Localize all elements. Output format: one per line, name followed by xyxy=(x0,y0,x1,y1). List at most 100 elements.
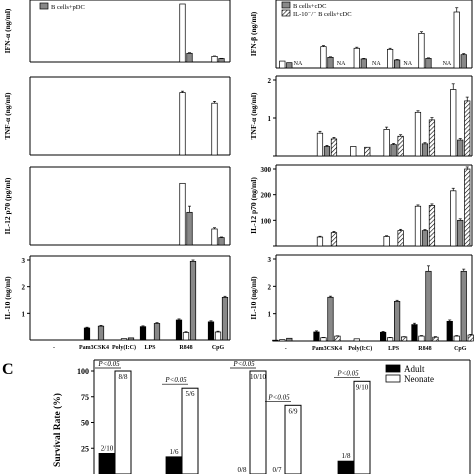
bar xyxy=(127,337,135,341)
y-tick-label: 1 xyxy=(22,310,26,318)
p-value-label: P<0.05 xyxy=(232,360,255,368)
y-tick-label: 3 xyxy=(22,257,26,265)
y-axis-label: IFN-α (ng/ml) xyxy=(3,8,12,53)
y-tick-label: 2 xyxy=(268,77,272,85)
bar xyxy=(286,337,293,342)
panel-c: C 25 50 75 100 Survival Rate (%) 2/10 8/8 P<0.05… xyxy=(2,359,471,474)
legend-swatch xyxy=(385,374,401,383)
na-annotation: NA xyxy=(294,61,303,67)
y-tick-label: 3 xyxy=(268,256,272,264)
bar xyxy=(428,119,436,157)
y-tick-label: 2 xyxy=(268,283,272,291)
y-tick-label: 1 xyxy=(268,311,272,319)
bar xyxy=(221,296,229,341)
bar xyxy=(432,336,439,342)
bar-neonate xyxy=(181,387,199,474)
bar xyxy=(211,228,218,246)
bar xyxy=(414,205,422,247)
x-tick-label: CpG xyxy=(454,346,467,352)
legend-swatch xyxy=(385,364,401,373)
x-tick-label: Pam3CSK4 xyxy=(79,345,109,351)
bar xyxy=(380,331,387,342)
bar xyxy=(97,325,105,341)
bar-adult xyxy=(165,456,183,474)
bar xyxy=(383,236,390,247)
panel-p4: 1 2 TNF-α (ng/ml) xyxy=(249,75,473,157)
legend-label: B cells+cDC xyxy=(293,3,326,10)
bar xyxy=(418,32,425,69)
bar xyxy=(460,270,467,342)
bar xyxy=(179,3,186,63)
legend-label: IL-10⁻/⁻ B cells+cDC xyxy=(293,11,352,18)
bar xyxy=(418,335,425,342)
bar xyxy=(316,236,324,247)
panel-p1: IFN-α (ng/ml) xyxy=(3,0,231,63)
bar xyxy=(446,320,453,342)
neonate-count-label: 10/10 xyxy=(250,373,266,381)
adult-count-label: 1/6 xyxy=(170,448,179,456)
bar-adult xyxy=(98,452,116,474)
bar xyxy=(327,56,334,69)
adult-count-label: 2/10 xyxy=(101,444,114,452)
bar xyxy=(175,319,183,341)
bar xyxy=(218,237,225,246)
x-tick-label: R848 xyxy=(179,345,192,351)
bar xyxy=(286,62,293,69)
panel-p2: IFN-β (ng/ml) xyxy=(249,0,473,69)
bar xyxy=(320,46,327,69)
y-tick-label: 2 xyxy=(22,284,26,292)
bar xyxy=(460,54,467,69)
neonate-count-label: 5/6 xyxy=(186,390,195,398)
bar xyxy=(218,58,225,63)
bar xyxy=(397,230,404,247)
bar-neonate xyxy=(353,380,371,474)
p-value-label: P<0.05 xyxy=(336,369,359,377)
bar xyxy=(401,336,408,342)
bar xyxy=(421,143,429,157)
bar xyxy=(279,339,286,342)
y-axis-label: TNF-α (ng/ml) xyxy=(3,92,12,139)
neonate-count-label: 8/8 xyxy=(119,373,128,381)
bar xyxy=(316,132,324,157)
bar xyxy=(330,232,338,247)
bar xyxy=(353,338,360,342)
bar xyxy=(397,135,404,157)
bar xyxy=(425,270,432,342)
bar xyxy=(214,331,222,341)
x-tick-label: LPS xyxy=(388,346,400,352)
y-tick-label: 25 xyxy=(81,444,89,453)
na-annotation: NA xyxy=(403,61,412,67)
y-axis-label: IL-12 p70 (ng/ml) xyxy=(249,177,258,234)
bar xyxy=(390,144,397,157)
p-value-label: P<0.05 xyxy=(97,360,120,368)
bar xyxy=(330,138,338,157)
y-axis-label: Survival Rate (%) xyxy=(52,393,63,467)
bar xyxy=(353,47,360,69)
bar xyxy=(394,301,401,342)
y-tick-label: 1 xyxy=(268,115,272,123)
bar xyxy=(383,129,390,157)
bar xyxy=(179,182,186,246)
p-value-label: P<0.05 xyxy=(267,393,290,401)
bar xyxy=(186,52,193,63)
bar xyxy=(120,338,128,341)
bar-neonate xyxy=(284,404,302,474)
bar xyxy=(211,56,218,63)
y-tick-label: 300 xyxy=(261,166,272,174)
y-axis-label: TNF-α (ng/ml) xyxy=(249,92,258,139)
panel-p8: 1 2 3 IL-10 (ng/ml) xyxy=(249,254,474,342)
panel-letter: C xyxy=(2,361,14,378)
bar xyxy=(414,111,422,157)
bar xyxy=(453,335,460,342)
y-tick-label: 100 xyxy=(77,367,89,376)
bar xyxy=(211,102,218,156)
bar xyxy=(327,296,334,342)
legend-swatch xyxy=(281,9,291,17)
bar xyxy=(428,205,436,247)
panel-p5: IL-12 p70 (pg/ml) xyxy=(3,166,231,246)
y-axis-label: IL-12 p70 (pg/ml) xyxy=(3,177,12,234)
bar xyxy=(189,260,197,341)
